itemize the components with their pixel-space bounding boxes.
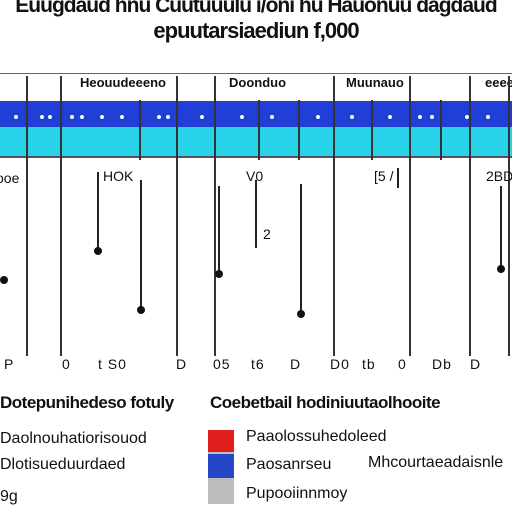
band-dot (120, 115, 124, 119)
legend-swatch-gray (208, 478, 234, 504)
axis-tick: t6 (251, 356, 265, 372)
axis-tick: Db (432, 356, 452, 372)
legend-right-item: Paaolossuhedoleed (246, 428, 387, 445)
legend-right-item: Mhcourtaeadaisnle (368, 454, 504, 471)
grid-line (469, 76, 471, 356)
legend-left-item: 9g (0, 488, 18, 505)
axis-tick: P (4, 356, 15, 372)
column-code-4: [5 / (374, 168, 394, 184)
grid-line (409, 76, 411, 356)
band-dot (40, 115, 44, 119)
column-header-4: eeeesre (485, 75, 512, 90)
axis-tick: 0 (398, 356, 407, 372)
band-blue (0, 101, 512, 127)
column-header-2: Doonduo (229, 75, 287, 90)
column-code-5: 2BD (486, 168, 512, 184)
lollipop-stem (97, 172, 99, 252)
column-code-1: ooe (0, 170, 20, 186)
axis-tick: 0 (62, 356, 71, 372)
grid-line (214, 76, 216, 356)
legend-left-item: Daolnouhatiorisouod (0, 430, 147, 447)
band-dot (350, 115, 354, 119)
legend-left-heading: Dotepunihedeso fotuly (0, 393, 174, 412)
axis-tick: t S0 (98, 356, 127, 372)
header-top-rule (0, 73, 512, 74)
band-cyan (0, 127, 512, 156)
legend-swatch-red (208, 430, 234, 452)
band-dot (240, 115, 244, 119)
axis-tick: D0 (330, 356, 350, 372)
axis-tick: D (176, 356, 188, 372)
band-bottom-rule (0, 156, 512, 158)
band-dot (465, 115, 469, 119)
legend-left-item: Dlotisueduurdaed (0, 456, 126, 473)
lollipop-pin (215, 270, 223, 278)
grid-line (258, 100, 260, 160)
axis-tick: tb (362, 356, 376, 372)
column-header-3: Muunauo (346, 75, 404, 90)
band-dot (166, 115, 170, 119)
column-header-1: Heouudeeeno (80, 75, 166, 90)
grid-line (26, 76, 28, 356)
legend-right-item: Paosanrseu (246, 456, 332, 473)
lollipop-stem (397, 168, 399, 188)
grid-line (333, 76, 335, 356)
grid-line (139, 100, 141, 160)
lollipop-pin (94, 247, 102, 255)
band-dot (80, 115, 84, 119)
band-dot (418, 115, 422, 119)
grid-line (298, 100, 300, 160)
lollipop-pin (297, 310, 305, 318)
band-dot (48, 115, 52, 119)
chart-title-line2: epuutarsiaediun f,000 (153, 18, 359, 43)
legend-swatch-blue (208, 452, 234, 478)
legend-right-heading: Coebetbail hodiniuutaolhooite (210, 393, 441, 412)
band-dot (100, 115, 104, 119)
lollipop-stem (218, 186, 220, 274)
legend-right-item: Pupooiinnmoy (246, 485, 348, 502)
lollipop-stem (140, 180, 142, 310)
axis-tick: D (470, 356, 482, 372)
band-dot (14, 115, 18, 119)
lollipop-pin (137, 306, 145, 314)
band-dot (430, 115, 434, 119)
grid-line (440, 100, 442, 160)
grid-line (371, 100, 373, 160)
lollipop-pin (0, 276, 8, 284)
lollipop-stem (255, 180, 257, 248)
band-dot (70, 115, 74, 119)
band-dot (157, 115, 161, 119)
column-code-3: V0 (246, 168, 264, 184)
chart-title-line1: Euugdaud hnu Cuutuuulu i/oni hu Hauonuu … (15, 0, 497, 17)
grid-line (60, 76, 62, 356)
band-dot (388, 115, 392, 119)
lollipop-stem (500, 186, 502, 270)
band-dot (200, 115, 204, 119)
column-code-2: HOK (103, 168, 134, 184)
band-dot (486, 115, 490, 119)
axis-tick: D (290, 356, 302, 372)
grid-line (176, 76, 178, 356)
band-dot (270, 115, 274, 119)
lollipop-pin (497, 265, 505, 273)
grid-line (508, 76, 510, 356)
band-dot (316, 115, 320, 119)
lollipop-stem (300, 184, 302, 314)
column-midlabel: 2 (263, 226, 271, 242)
axis-tick: 05 (213, 356, 231, 372)
